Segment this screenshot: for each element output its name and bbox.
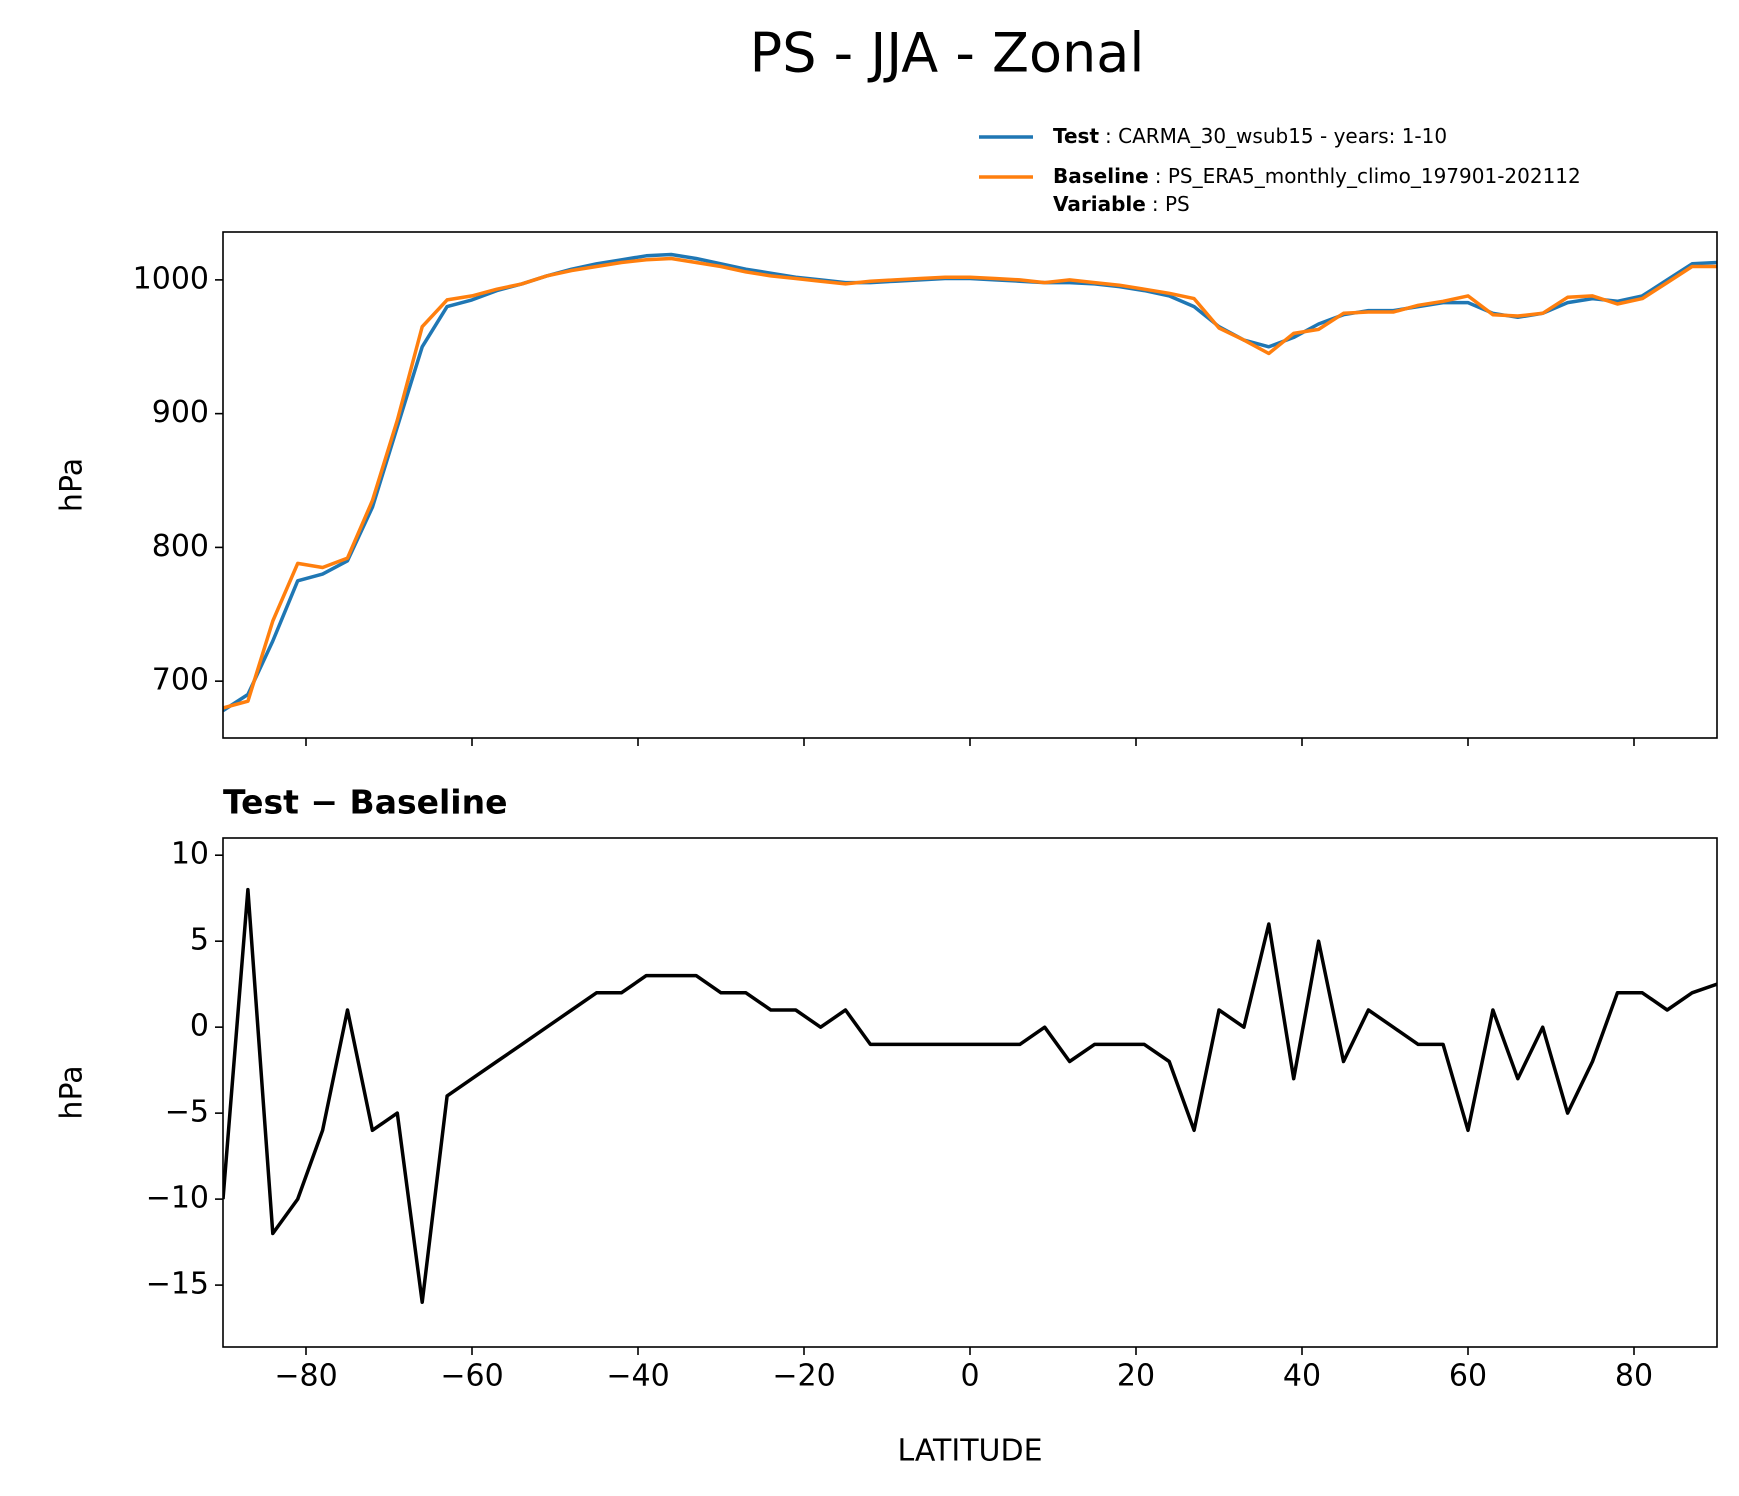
legend-entry: Baseline: PS_ERA5_monthly_climo_197901-2…: [1053, 164, 1581, 188]
legend-description: : PS: [1152, 192, 1190, 216]
legend-entry: Variable: PS: [1053, 192, 1190, 216]
y-tick-label: 800: [152, 529, 209, 564]
y-axis-label: hPa: [55, 458, 90, 512]
y-tick-label: −15: [146, 1267, 209, 1302]
y-tick-label: 700: [152, 663, 209, 698]
series-line: [223, 256, 1717, 710]
x-tick-label: 60: [1449, 1359, 1487, 1394]
x-tick-label: −40: [606, 1359, 669, 1394]
legend-description: : PS_ERA5_monthly_climo_197901-202112: [1155, 164, 1581, 188]
legend-description: : CARMA_30_wsub15 - years: 1-10: [1105, 124, 1447, 148]
y-tick-label: 900: [152, 395, 209, 430]
y-axis-label: hPa: [55, 1065, 90, 1119]
x-tick-label: −60: [440, 1359, 503, 1394]
y-tick-label: 10: [171, 837, 209, 872]
y-tick-label: −5: [165, 1095, 209, 1130]
legend-entry: Test: CARMA_30_wsub15 - years: 1-10: [1053, 124, 1447, 148]
x-tick-label: 80: [1615, 1359, 1653, 1394]
x-tick-label: −80: [274, 1359, 337, 1394]
legend-name: Baseline: [1053, 164, 1149, 188]
series-line: [223, 887, 1717, 1305]
legend-name: Variable: [1053, 192, 1146, 216]
x-tick-label: 40: [1283, 1359, 1321, 1394]
y-tick-label: 5: [190, 923, 209, 958]
y-tick-label: 0: [190, 1009, 209, 1044]
x-tick-label: −20: [772, 1359, 835, 1394]
axes-title: Test − Baseline: [223, 783, 508, 822]
y-tick-label: −10: [146, 1181, 209, 1216]
x-tick-label: 0: [960, 1359, 979, 1394]
y-tick-label: 1000: [133, 261, 209, 296]
axes-frame: [222, 837, 1718, 1348]
x-axis-label: LATITUDE: [897, 1434, 1042, 1469]
legend-name: Test: [1053, 124, 1099, 148]
figure-title: PS - JJA - Zonal: [750, 22, 1145, 85]
axes-frame: [222, 231, 1718, 739]
x-tick-label: 20: [1117, 1359, 1155, 1394]
